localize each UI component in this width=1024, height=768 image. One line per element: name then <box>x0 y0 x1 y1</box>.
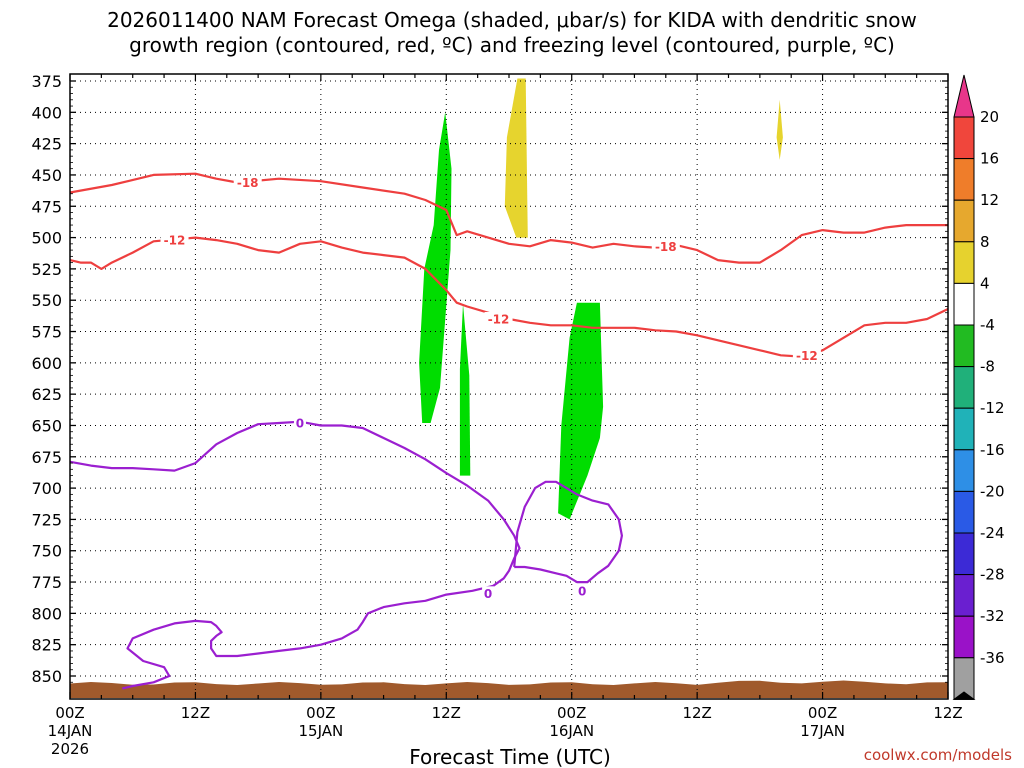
red-contour-label-3: -18 <box>655 240 677 254</box>
x-tick-date-24: 15JAN <box>298 722 343 740</box>
terrain-strip <box>70 680 948 698</box>
red-contour-label-bg-0 <box>233 175 262 190</box>
x-tick-label-36: 12Z <box>432 704 461 722</box>
colorbar-swatch-7 <box>953 366 975 409</box>
colorbar-swatch-1 <box>953 116 975 160</box>
x-tick-date-0: 14JAN <box>48 722 93 740</box>
colorbar-swatch-11 <box>953 532 975 576</box>
x-tick-label-72: 00Z <box>808 704 837 722</box>
colorbar-swatch-9 <box>953 449 975 492</box>
colorbar-swatch-3 <box>953 199 975 243</box>
credit-text: coolwx.com/models <box>864 746 1012 764</box>
y-tick-label-425: 425 <box>31 135 62 154</box>
colorbar-label-2: 12 <box>980 191 999 209</box>
colorbar-swatch-2 <box>953 158 975 201</box>
x-tick-label-0: 00Z <box>55 704 84 722</box>
x-tick-date-72: 17JAN <box>800 722 845 740</box>
colorbar-swatch-6 <box>953 324 975 368</box>
y-tick-label-475: 475 <box>31 197 62 216</box>
colorbar-label-4: 4 <box>980 274 990 292</box>
chart-title-line2: growth region (contoured, red, ºC) and f… <box>129 33 895 57</box>
colorbar-label-13: -36 <box>980 649 1005 667</box>
x-tick-label-60: 12Z <box>682 704 711 722</box>
red-contour-label-0: -18 <box>237 176 259 190</box>
x-tick-label-84: 12Z <box>933 704 962 722</box>
red-contour-label-bg-1 <box>160 233 189 248</box>
purple-contour-label-2: 0 <box>578 584 586 598</box>
colorbar-label-10: -24 <box>980 524 1005 542</box>
purple-contour-line-0 <box>69 420 521 690</box>
colorbar-label-7: -12 <box>980 399 1005 417</box>
colorbar-label-6: -8 <box>980 358 995 376</box>
y-tick-label-825: 825 <box>31 636 62 655</box>
y-tick-label-375: 375 <box>31 72 62 91</box>
red-contour-label-bg-4 <box>792 348 821 363</box>
y-tick-label-675: 675 <box>31 448 62 467</box>
y-tick-label-450: 450 <box>31 166 62 185</box>
colorbar-label-5: -4 <box>980 316 995 334</box>
y-tick-label-600: 600 <box>31 354 62 373</box>
colorbar-swatch-8 <box>953 407 975 451</box>
red-contour-label-2: -12 <box>488 313 510 327</box>
x-tick-label-12: 12Z <box>181 704 210 722</box>
y-tick-label-750: 750 <box>31 542 62 561</box>
y-tick-label-775: 775 <box>31 573 62 592</box>
y-tick-label-550: 550 <box>31 291 62 310</box>
purple-contour-label-bg-2 <box>576 583 589 598</box>
y-tick-label-625: 625 <box>31 385 62 404</box>
red-contour-line-1 <box>69 236 949 358</box>
temperature-contours: -18 -12 -12 -18 -12 0 0 0 <box>69 172 949 690</box>
colorbar-swatch-12 <box>953 574 975 617</box>
omega-colorbar: 20 16 12 8 4 -4 -8 -12 -16 -20 -24 -28 -32 -36 <box>952 74 1005 700</box>
colorbar-label-0: 20 <box>980 108 999 126</box>
red-contour-label-4: -12 <box>796 349 818 363</box>
colorbar-label-8: -16 <box>980 441 1005 459</box>
x-tick-label-48: 00Z <box>557 704 586 722</box>
omega-region-4 <box>776 99 783 160</box>
y-tick-label-800: 800 <box>31 604 62 623</box>
colorbar-label-9: -20 <box>980 482 1005 500</box>
y-tick-label-575: 575 <box>31 323 62 342</box>
colorbar-swatch-10 <box>953 490 975 534</box>
purple-contour-label-bg-0 <box>293 415 306 430</box>
colorbar-label-11: -28 <box>980 566 1005 584</box>
chart-title-line1: 2026011400 NAM Forecast Omega (shaded, μ… <box>107 8 917 32</box>
colorbar-label-1: 16 <box>980 150 999 168</box>
x-tick-year-0: 2026 <box>51 740 89 758</box>
y-tick-label-500: 500 <box>31 229 62 248</box>
colorbar-swatch-4 <box>953 241 975 284</box>
colorbar-swatch-13 <box>953 615 975 659</box>
omega-region-0 <box>419 112 452 424</box>
y-tick-label-725: 725 <box>31 510 62 529</box>
colorbar-bottom-arrow <box>952 691 976 700</box>
purple-contour-label-0: 0 <box>296 416 304 430</box>
red-contour-label-bg-2 <box>484 312 513 326</box>
terrain-fill <box>70 680 948 698</box>
y-tick-label-700: 700 <box>31 479 62 498</box>
purple-contour-line-2 <box>513 480 624 584</box>
omega-region-1 <box>459 304 471 476</box>
omega-region-2 <box>558 302 604 520</box>
x-tick-label-24: 00Z <box>306 704 335 722</box>
y-axis: 375 400 425 450 475 500 525 550 575 600 625 650 675 7… <box>31 72 948 686</box>
purple-contour-label-bg-1 <box>482 586 495 601</box>
y-tick-label-850: 850 <box>31 667 62 686</box>
red-contour-label-1: -12 <box>164 234 186 248</box>
colorbar-swatch-5 <box>953 282 975 326</box>
y-tick-label-525: 525 <box>31 260 62 279</box>
x-tick-date-48: 16JAN <box>549 722 594 740</box>
y-tick-label-400: 400 <box>31 103 62 122</box>
colorbar-label-12: -32 <box>980 607 1005 625</box>
purple-contour-label-1: 0 <box>484 587 492 601</box>
omega-region-3 <box>504 78 528 238</box>
red-contour-label-bg-3 <box>651 239 680 254</box>
y-tick-label-650: 650 <box>31 416 62 435</box>
red-contour-line-0 <box>69 172 948 264</box>
omega-shading <box>419 78 783 520</box>
x-axis-label: Forecast Time (UTC) <box>409 745 611 768</box>
colorbar-top-arrow <box>953 74 975 118</box>
colorbar-label-3: 8 <box>980 233 990 251</box>
